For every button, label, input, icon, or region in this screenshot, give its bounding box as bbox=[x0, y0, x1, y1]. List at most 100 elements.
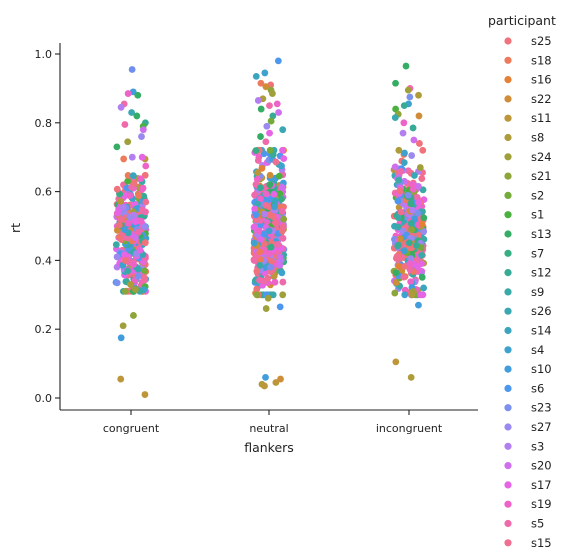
outlier-point bbox=[267, 117, 275, 125]
data-point bbox=[419, 146, 427, 154]
data-point bbox=[406, 260, 414, 268]
y-tick-label: 1.0 bbox=[35, 48, 53, 61]
outlier-point bbox=[399, 129, 407, 137]
data-point bbox=[396, 187, 404, 195]
data-point bbox=[276, 253, 284, 261]
data-point bbox=[279, 234, 287, 242]
data-point bbox=[278, 162, 285, 170]
data-point bbox=[266, 171, 274, 179]
legend-marker bbox=[504, 384, 512, 392]
data-point bbox=[126, 213, 134, 221]
outlier-point bbox=[139, 126, 147, 134]
legend-marker bbox=[504, 37, 512, 45]
outlier-point bbox=[402, 62, 410, 70]
data-point bbox=[141, 239, 149, 247]
data-point bbox=[280, 215, 288, 223]
outlier-point bbox=[128, 66, 136, 73]
data-point bbox=[394, 241, 402, 249]
data-point bbox=[134, 272, 142, 280]
data-point bbox=[138, 153, 146, 161]
outlier-point bbox=[257, 79, 265, 87]
outlier-point bbox=[410, 136, 418, 144]
y-tick-label: 0.2 bbox=[35, 323, 53, 336]
legend-marker bbox=[504, 307, 512, 315]
data-point bbox=[413, 242, 420, 249]
data-point bbox=[408, 152, 416, 159]
x-axis-label: flankers bbox=[244, 440, 294, 455]
data-point bbox=[135, 192, 143, 199]
data-point bbox=[258, 164, 266, 172]
data-point bbox=[117, 216, 125, 223]
y-axis-label: rt bbox=[8, 223, 23, 233]
legend-label: s11 bbox=[531, 111, 552, 125]
outlier-point bbox=[257, 105, 265, 113]
data-point bbox=[276, 261, 284, 269]
data-point bbox=[409, 185, 417, 193]
legend-marker bbox=[504, 191, 512, 199]
y-tick-label: 0.6 bbox=[35, 186, 53, 199]
outlier-point bbox=[407, 373, 415, 381]
data-point bbox=[278, 195, 285, 203]
outlier-point bbox=[392, 358, 400, 366]
legend: participant s25 s18 s16 s22 s11 s8 s24 s21 s2 s1 s… bbox=[488, 13, 556, 550]
legend-marker bbox=[504, 288, 512, 296]
y-tick-label: 0.0 bbox=[35, 392, 53, 405]
data-point bbox=[270, 190, 278, 198]
data-point bbox=[407, 220, 415, 227]
data-point bbox=[400, 247, 408, 255]
outlier-point bbox=[391, 114, 399, 122]
data-point bbox=[253, 216, 260, 224]
legend-marker bbox=[504, 211, 512, 219]
data-point bbox=[116, 221, 123, 229]
data-point bbox=[271, 278, 279, 286]
data-point bbox=[124, 172, 132, 179]
legend-marker bbox=[504, 423, 512, 431]
data-point bbox=[138, 206, 146, 214]
data-point bbox=[418, 273, 426, 281]
data-point bbox=[268, 258, 275, 265]
legend-label: s7 bbox=[531, 246, 544, 260]
data-point bbox=[415, 182, 422, 190]
data-point bbox=[265, 249, 273, 257]
outlier-point bbox=[124, 90, 132, 97]
data-point bbox=[408, 226, 416, 234]
data-point bbox=[113, 226, 121, 234]
legend-marker bbox=[504, 442, 512, 450]
data-point bbox=[393, 253, 401, 260]
outlier-point bbox=[400, 119, 408, 127]
x-ticks: congruent neutral incongruent bbox=[103, 410, 443, 435]
outlier-point bbox=[261, 69, 269, 77]
outlier-point bbox=[138, 133, 145, 140]
data-point bbox=[250, 239, 258, 247]
data-point bbox=[401, 291, 409, 299]
outlier-point bbox=[117, 334, 125, 342]
data-point bbox=[113, 253, 121, 261]
data-point bbox=[129, 172, 137, 180]
data-point bbox=[117, 198, 125, 205]
data-point bbox=[130, 261, 138, 268]
data-point bbox=[401, 149, 408, 157]
data-point bbox=[132, 234, 139, 242]
legend-marker bbox=[504, 249, 512, 257]
outlier-point bbox=[415, 301, 422, 309]
outlier-point bbox=[124, 138, 132, 146]
legend-marker bbox=[504, 365, 512, 373]
outlier-point bbox=[391, 289, 399, 297]
data-point bbox=[134, 265, 142, 273]
x-tick-label: neutral bbox=[249, 422, 288, 435]
outlier-point bbox=[275, 109, 282, 116]
outlier-point bbox=[415, 112, 423, 120]
data-point bbox=[141, 223, 149, 231]
outlier-point bbox=[133, 112, 141, 120]
legend-label: s18 bbox=[531, 53, 552, 67]
legend-label: s24 bbox=[531, 150, 552, 164]
data-point bbox=[278, 184, 286, 191]
data-point bbox=[396, 235, 404, 243]
outlier-point bbox=[415, 91, 422, 99]
legend-label: s19 bbox=[531, 497, 552, 511]
data-point bbox=[131, 218, 139, 226]
outlier-point bbox=[269, 90, 276, 97]
data-point bbox=[275, 172, 283, 180]
legend-title: participant bbox=[488, 13, 556, 28]
